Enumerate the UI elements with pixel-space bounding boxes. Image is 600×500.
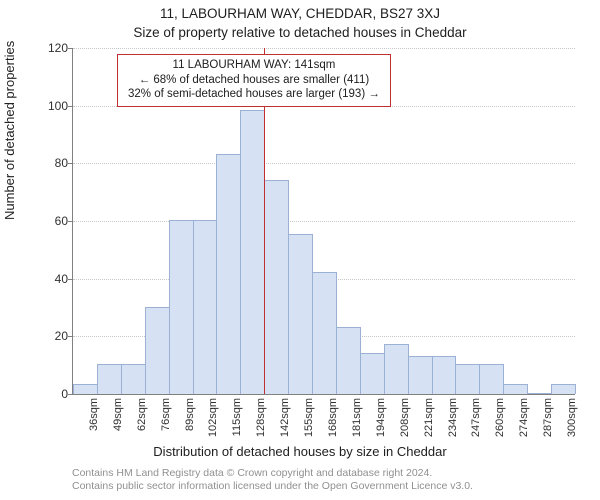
copyright-text: Contains HM Land Registry data © Crown c… xyxy=(72,467,473,493)
histogram-bar xyxy=(288,234,313,394)
histogram-bar xyxy=(455,364,480,394)
info-box-line3: 32% of semi-detached houses are larger (… xyxy=(128,87,380,102)
histogram-bar xyxy=(193,220,218,394)
histogram-bar xyxy=(551,384,576,394)
histogram-bar xyxy=(360,353,385,394)
info-box-line2: ← 68% of detached houses are smaller (41… xyxy=(128,73,380,88)
title-subtitle: Size of property relative to detached ho… xyxy=(0,25,600,40)
histogram-bar xyxy=(216,154,241,394)
histogram-bar xyxy=(336,327,361,394)
y-tick-label: 60 xyxy=(28,214,68,228)
histogram-bar xyxy=(479,364,504,394)
y-axis-label: Number of detached properties xyxy=(2,41,17,220)
y-tick-label: 20 xyxy=(28,329,68,343)
histogram-bar xyxy=(264,180,289,394)
info-box: 11 LABOURHAM WAY: 141sqm ← 68% of detach… xyxy=(117,54,391,107)
histogram-bar xyxy=(145,307,170,395)
histogram-bar xyxy=(384,344,409,394)
gridline xyxy=(73,221,575,222)
histogram-bar xyxy=(432,356,457,394)
plot-area: 11 LABOURHAM WAY: 141sqm ← 68% of detach… xyxy=(72,48,575,395)
y-tick-label: 120 xyxy=(28,41,68,55)
histogram-bar xyxy=(97,364,122,394)
histogram-bar xyxy=(527,393,552,394)
y-tick-label: 40 xyxy=(28,272,68,286)
histogram-bar xyxy=(121,364,146,394)
histogram-bar xyxy=(503,384,528,394)
histogram-bar xyxy=(169,220,194,394)
title-address: 11, LABOURHAM WAY, CHEDDAR, BS27 3XJ xyxy=(0,6,600,21)
y-tick-label: 0 xyxy=(28,387,68,401)
y-tick-label: 80 xyxy=(28,156,68,170)
x-axis-label: Distribution of detached houses by size … xyxy=(0,444,600,459)
histogram-bar xyxy=(312,272,337,394)
copyright-line1: Contains HM Land Registry data © Crown c… xyxy=(72,467,473,480)
copyright-line2: Contains public sector information licen… xyxy=(72,480,473,493)
info-box-line1: 11 LABOURHAM WAY: 141sqm xyxy=(128,58,380,73)
chart-container: 11, LABOURHAM WAY, CHEDDAR, BS27 3XJ Siz… xyxy=(0,0,600,500)
histogram-bar xyxy=(73,384,98,394)
histogram-bar xyxy=(408,356,433,394)
y-tick-label: 100 xyxy=(28,99,68,113)
histogram-bar xyxy=(240,110,265,394)
gridline xyxy=(73,163,575,164)
gridline xyxy=(73,48,575,49)
